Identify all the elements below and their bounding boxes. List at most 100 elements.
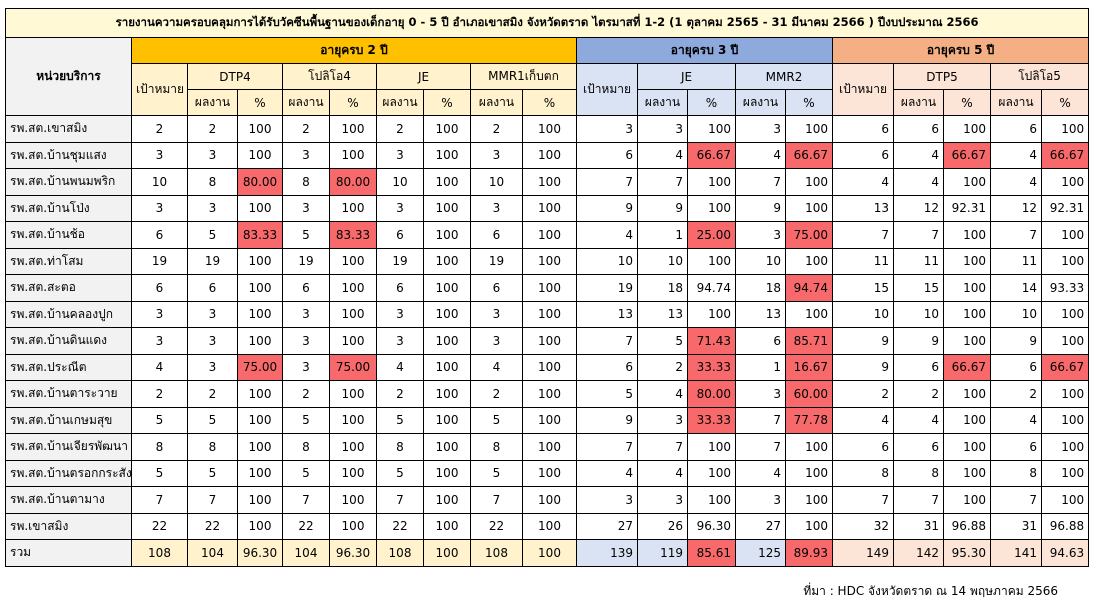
percent-header: % xyxy=(423,89,471,116)
cell: 3 xyxy=(637,115,688,143)
cell: 100 xyxy=(785,300,833,328)
cell: 100 xyxy=(329,486,377,514)
cell: 7 xyxy=(735,433,786,461)
cell: 7 xyxy=(576,327,638,355)
cell: 4 xyxy=(576,459,638,487)
unit-name: รพ.สต.บ้านชุมแสง xyxy=(5,141,132,169)
cell: 6 xyxy=(832,433,894,461)
cell: 100 xyxy=(423,141,471,169)
cell: 100 xyxy=(522,512,577,540)
cell: 6 xyxy=(576,141,638,169)
cell: 100 xyxy=(329,406,377,434)
percent-header: % xyxy=(1040,89,1090,116)
cell: 100 xyxy=(522,406,577,434)
cell: 100 xyxy=(1040,380,1090,408)
cell: 1 xyxy=(735,353,786,381)
cell: 3 xyxy=(131,300,188,328)
data-row: รพ.สต.บ้านพนมพริก 10 8 80.00 8 80.00 10 100 10 10… xyxy=(5,168,1090,196)
cell: 100 xyxy=(423,486,471,514)
cell: 100 xyxy=(237,194,283,222)
cell: 2 xyxy=(282,115,330,143)
cell: 100 xyxy=(943,247,991,275)
cell: 2 xyxy=(131,115,188,143)
vaccine-header: JE xyxy=(637,63,736,90)
cell: 7 xyxy=(131,486,188,514)
data-row: รพ.สต.บ้านตรอกกระสังข์ 5 5 100 5 100 5 100 5 100 4… xyxy=(5,459,1090,487)
result-header: ผลงาน xyxy=(637,89,688,116)
vaccine-header: MMR1เก็บตก xyxy=(470,63,577,90)
cell: 3 xyxy=(282,141,330,169)
cell: 80.00 xyxy=(237,168,283,196)
cell: 100 xyxy=(237,380,283,408)
cell: 92.31 xyxy=(1040,194,1090,222)
percent-header: % xyxy=(522,89,577,116)
cell: 100 xyxy=(522,141,577,169)
cell: 9 xyxy=(893,327,944,355)
cell: 19 xyxy=(187,247,238,275)
cell: 7 xyxy=(576,433,638,461)
cell: 7 xyxy=(893,221,944,249)
cell: 100 xyxy=(329,274,377,302)
percent-header: % xyxy=(785,89,833,116)
cell: 11 xyxy=(990,247,1042,275)
cell: 3 xyxy=(282,300,330,328)
cell: 3 xyxy=(131,327,188,355)
cell: 100 xyxy=(423,168,471,196)
cell: 100 xyxy=(237,141,283,169)
cell: 83.33 xyxy=(237,221,283,249)
cell: 3 xyxy=(576,115,638,143)
cell: 3 xyxy=(470,141,523,169)
cell: 25.00 xyxy=(687,221,736,249)
cell: 100 xyxy=(522,247,577,275)
cell: 6 xyxy=(470,221,523,249)
cell: 22 xyxy=(282,512,330,540)
cell: 11 xyxy=(893,247,944,275)
cell: 3 xyxy=(282,353,330,381)
cell: 5 xyxy=(187,406,238,434)
cell: 3 xyxy=(282,327,330,355)
title-row: รายงานความครอบคลุมการได้รับวัคซีนพื้นฐาน… xyxy=(4,8,1090,38)
cell: 100 xyxy=(329,141,377,169)
cell: 4 xyxy=(376,353,424,381)
cell: 100 xyxy=(423,327,471,355)
cell: 75.00 xyxy=(329,353,377,381)
group-header: อายุครบ 2 ปี xyxy=(131,37,577,64)
data-row: รพ.สต.บ้านตามาง 7 7 100 7 100 7 100 7 100 3 3 100 3 10… xyxy=(5,486,1090,514)
data-row: รพ.สต.ท่าโสม 19 19 100 19 100 19 100 19 100 10 10 10… xyxy=(5,247,1090,275)
cell: 6 xyxy=(131,221,188,249)
cell: 100 xyxy=(785,168,833,196)
vaccine-row: เป้าหมาย DTP4 โปลิโอ4 JE MMR1เก็บตก เป้าหมาย J… xyxy=(6,63,1090,116)
cell: 100 xyxy=(329,380,377,408)
cell: 94.74 xyxy=(687,274,736,302)
result-header: ผลงาน xyxy=(990,89,1042,116)
unit-name: รพ.สต.บ้านพนมพริก xyxy=(5,168,132,196)
cell: 2 xyxy=(832,380,894,408)
cell: 22 xyxy=(187,512,238,540)
unit-name: รพ.สต.บ้านโป่ง xyxy=(5,194,132,222)
cell: 31 xyxy=(990,512,1042,540)
cell: 15 xyxy=(893,274,944,302)
cell: 100 xyxy=(329,194,377,222)
cell: 15 xyxy=(832,274,894,302)
cell: 5 xyxy=(131,459,188,487)
cell: 100 xyxy=(237,247,283,275)
cell: 3 xyxy=(131,141,188,169)
cell: 100 xyxy=(785,512,833,540)
cell: 4 xyxy=(893,141,944,169)
cell: 108 xyxy=(131,539,188,567)
cell: 100 xyxy=(522,433,577,461)
result-header: ผลงาน xyxy=(187,89,238,116)
cell: 2 xyxy=(282,380,330,408)
cell: 5 xyxy=(282,406,330,434)
cell: 100 xyxy=(1040,459,1090,487)
cell: 8 xyxy=(187,433,238,461)
cell: 80.00 xyxy=(329,168,377,196)
cell: 32 xyxy=(832,512,894,540)
target-header: เป้าหมาย xyxy=(131,63,188,116)
unit-name: รพ.สต.บ้านดินแดง xyxy=(5,327,132,355)
cell: 100 xyxy=(1040,115,1090,143)
cell: 100 xyxy=(785,459,833,487)
cell: 18 xyxy=(637,274,688,302)
cell: 6 xyxy=(131,274,188,302)
